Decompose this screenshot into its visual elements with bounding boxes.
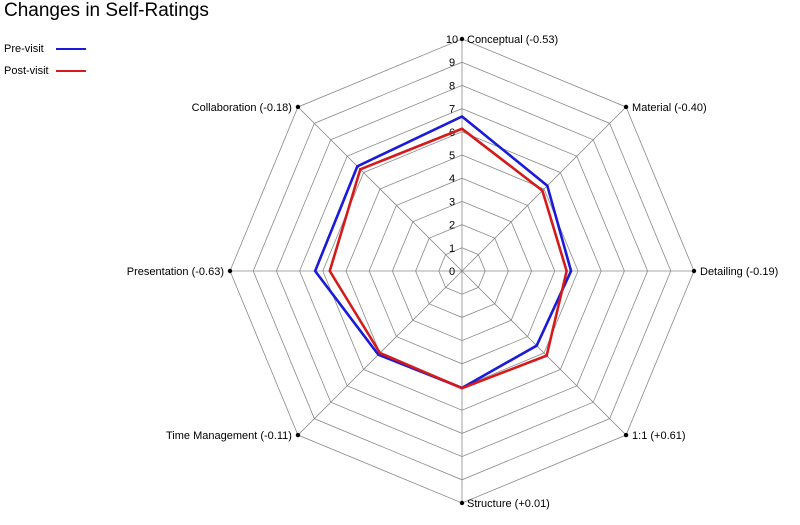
tick-label: 4 — [449, 173, 455, 185]
tick-label: 7 — [449, 104, 455, 116]
legend-swatch-pre-visit — [56, 48, 86, 50]
axis-spoke — [461, 270, 627, 436]
axis-end-dot — [623, 432, 629, 438]
axis-label: Material (-0.40) — [632, 102, 707, 114]
axis-end-dot — [459, 36, 465, 42]
axis-end-dot — [295, 432, 301, 438]
tick-label: 5 — [449, 150, 455, 162]
legend-swatch-post-visit — [56, 70, 86, 72]
legend-label-post-visit: Post-visit — [4, 65, 49, 77]
axis-spoke — [297, 106, 463, 272]
axis-end-dot — [227, 268, 233, 274]
axis-label: Time Management (-0.11) — [166, 430, 292, 442]
legend-item-pre-visit: Pre-visit — [4, 38, 86, 60]
tick-label: 3 — [449, 196, 455, 208]
tick-label: 10 — [446, 34, 458, 46]
legend: Pre-visit Post-visit — [4, 38, 86, 82]
legend-item-post-visit: Post-visit — [4, 60, 86, 82]
axis-spoke — [461, 106, 627, 272]
axis-label: Collaboration (-0.18) — [192, 102, 292, 114]
axis-end-dot — [295, 104, 301, 110]
axis-end-dot — [691, 268, 697, 274]
tick-label: 0 — [449, 266, 455, 278]
tick-label: 1 — [449, 243, 455, 255]
axis-label: Conceptual (-0.53) — [467, 34, 558, 46]
axis-label: Structure (+0.01) — [467, 498, 550, 510]
axis-label: Presentation (-0.63) — [127, 266, 224, 278]
legend-label-pre-visit: Pre-visit — [4, 43, 44, 55]
chart-title: Changes in Self-Ratings — [4, 0, 209, 21]
tick-label: 2 — [449, 220, 455, 232]
tick-label: 9 — [449, 57, 455, 69]
axis-end-dot — [623, 104, 629, 110]
tick-label: 8 — [449, 80, 455, 92]
axis-end-dot — [459, 500, 465, 506]
axis-label: Detailing (-0.19) — [700, 266, 778, 278]
axis-label: 1:1 (+0.61) — [632, 430, 686, 442]
